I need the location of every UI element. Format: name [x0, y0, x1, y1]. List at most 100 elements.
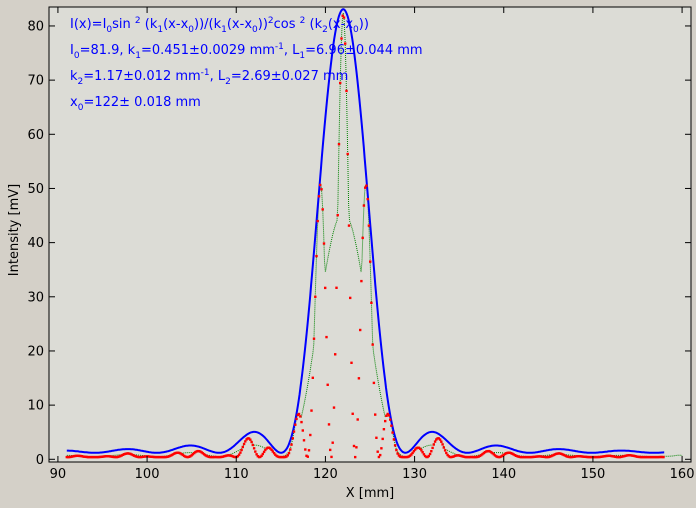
red-data-point	[265, 447, 268, 450]
red-data-point	[73, 454, 76, 458]
red-data-point	[431, 446, 434, 450]
red-data-point	[384, 419, 387, 423]
red-data-point	[189, 455, 192, 458]
x-tick-label: 160	[670, 467, 695, 482]
red-data-point	[250, 440, 253, 444]
fit-param-part: , L	[284, 43, 300, 58]
fit-param-sub: 1	[299, 51, 305, 61]
red-data-point	[104, 455, 107, 458]
red-data-point	[468, 455, 472, 459]
red-data-point	[551, 454, 554, 457]
fit-formula-part: sin	[112, 17, 135, 32]
data-series-group	[65, 8, 683, 459]
red-data-point	[446, 453, 449, 457]
red-data-point	[91, 455, 95, 459]
red-data-point	[347, 224, 351, 227]
red-data-point	[199, 450, 202, 453]
red-data-point	[618, 455, 621, 459]
red-data-point	[631, 454, 634, 457]
fit-formula-sub: 0	[106, 25, 112, 35]
fit-params-line-1: I0=81.9, k1=0.451±0.0029 mm-1, L1=6.96±0…	[70, 42, 423, 61]
fit-params-line-3: x0=122± 0.018 mm	[70, 95, 201, 113]
red-data-point	[648, 455, 651, 459]
red-data-point	[349, 296, 352, 300]
red-data-point	[362, 204, 366, 207]
red-data-point	[85, 455, 88, 459]
red-data-point	[119, 454, 122, 458]
fit-formula-part: (k	[305, 17, 322, 32]
red-data-point	[486, 450, 489, 453]
fit-param-part: =6.96±0.044 mm	[305, 43, 422, 58]
red-data-point	[245, 438, 248, 441]
x-tick-label: 140	[491, 467, 516, 482]
red-data-point	[592, 455, 595, 459]
plot-frame	[48, 6, 692, 463]
red-data-point	[420, 449, 423, 452]
red-data-point	[314, 295, 317, 298]
red-data-point	[261, 452, 264, 456]
red-data-point	[126, 452, 130, 455]
fit-param-sub: 2	[78, 77, 84, 87]
red-data-point	[111, 455, 115, 459]
red-data-point	[597, 455, 600, 459]
red-data-point	[160, 455, 163, 459]
red-data-point	[78, 454, 81, 458]
red-data-point	[390, 424, 393, 427]
red-data-point	[307, 449, 311, 452]
red-data-point	[370, 301, 373, 304]
red-data-point	[481, 452, 484, 456]
red-data-point	[389, 418, 392, 421]
red-data-point	[438, 438, 442, 441]
red-data-point	[396, 452, 399, 455]
red-data-point	[621, 455, 624, 458]
red-data-point	[322, 242, 326, 245]
red-data-point	[304, 448, 307, 451]
red-data-point	[138, 455, 141, 459]
red-data-point	[163, 455, 166, 459]
red-data-point	[275, 454, 278, 458]
red-data-point	[121, 453, 125, 456]
red-data-point	[403, 455, 407, 459]
red-data-point	[236, 455, 240, 458]
red-data-point	[535, 455, 538, 458]
red-data-point	[546, 455, 549, 459]
red-data-point	[411, 451, 414, 455]
fit-param-sub: 0	[74, 51, 80, 61]
red-data-point	[264, 448, 267, 452]
red-data-point	[342, 16, 346, 19]
red-data-point	[339, 81, 342, 85]
red-data-point	[282, 455, 286, 459]
red-data-point	[641, 455, 644, 459]
red-data-point	[496, 455, 499, 459]
red-data-point	[124, 452, 127, 455]
red-data-point	[440, 440, 443, 443]
red-data-point	[331, 441, 334, 444]
red-data-point	[512, 453, 515, 456]
red-data-point	[579, 455, 583, 458]
fit-param-part: =2.69±0.027 mm	[231, 69, 348, 84]
red-data-point	[356, 418, 359, 421]
y-tick-label: 50	[27, 182, 44, 197]
red-data-point	[387, 414, 391, 417]
red-data-point	[522, 455, 525, 459]
red-data-point	[171, 453, 175, 456]
red-data-point	[207, 455, 211, 459]
red-data-point	[297, 412, 301, 416]
red-data-point	[412, 450, 416, 453]
red-data-point	[428, 452, 432, 456]
red-data-point	[269, 447, 272, 450]
red-data-point	[309, 433, 312, 437]
red-data-point	[471, 455, 474, 459]
red-data-point	[241, 445, 244, 449]
red-data-point	[381, 437, 384, 441]
x-tick-label: 120	[313, 467, 338, 482]
red-data-point	[458, 454, 462, 457]
red-data-point	[336, 214, 339, 217]
red-data-point	[371, 343, 374, 346]
red-data-point	[316, 219, 319, 223]
fit-formula: I(x)=I0sin 2 (k1(x-x0))/(k1(x-x0))2cos 2…	[70, 16, 369, 35]
red-data-point	[421, 451, 424, 454]
red-data-point	[491, 452, 494, 455]
green-data-line	[66, 12, 683, 458]
red-data-point	[305, 454, 308, 457]
